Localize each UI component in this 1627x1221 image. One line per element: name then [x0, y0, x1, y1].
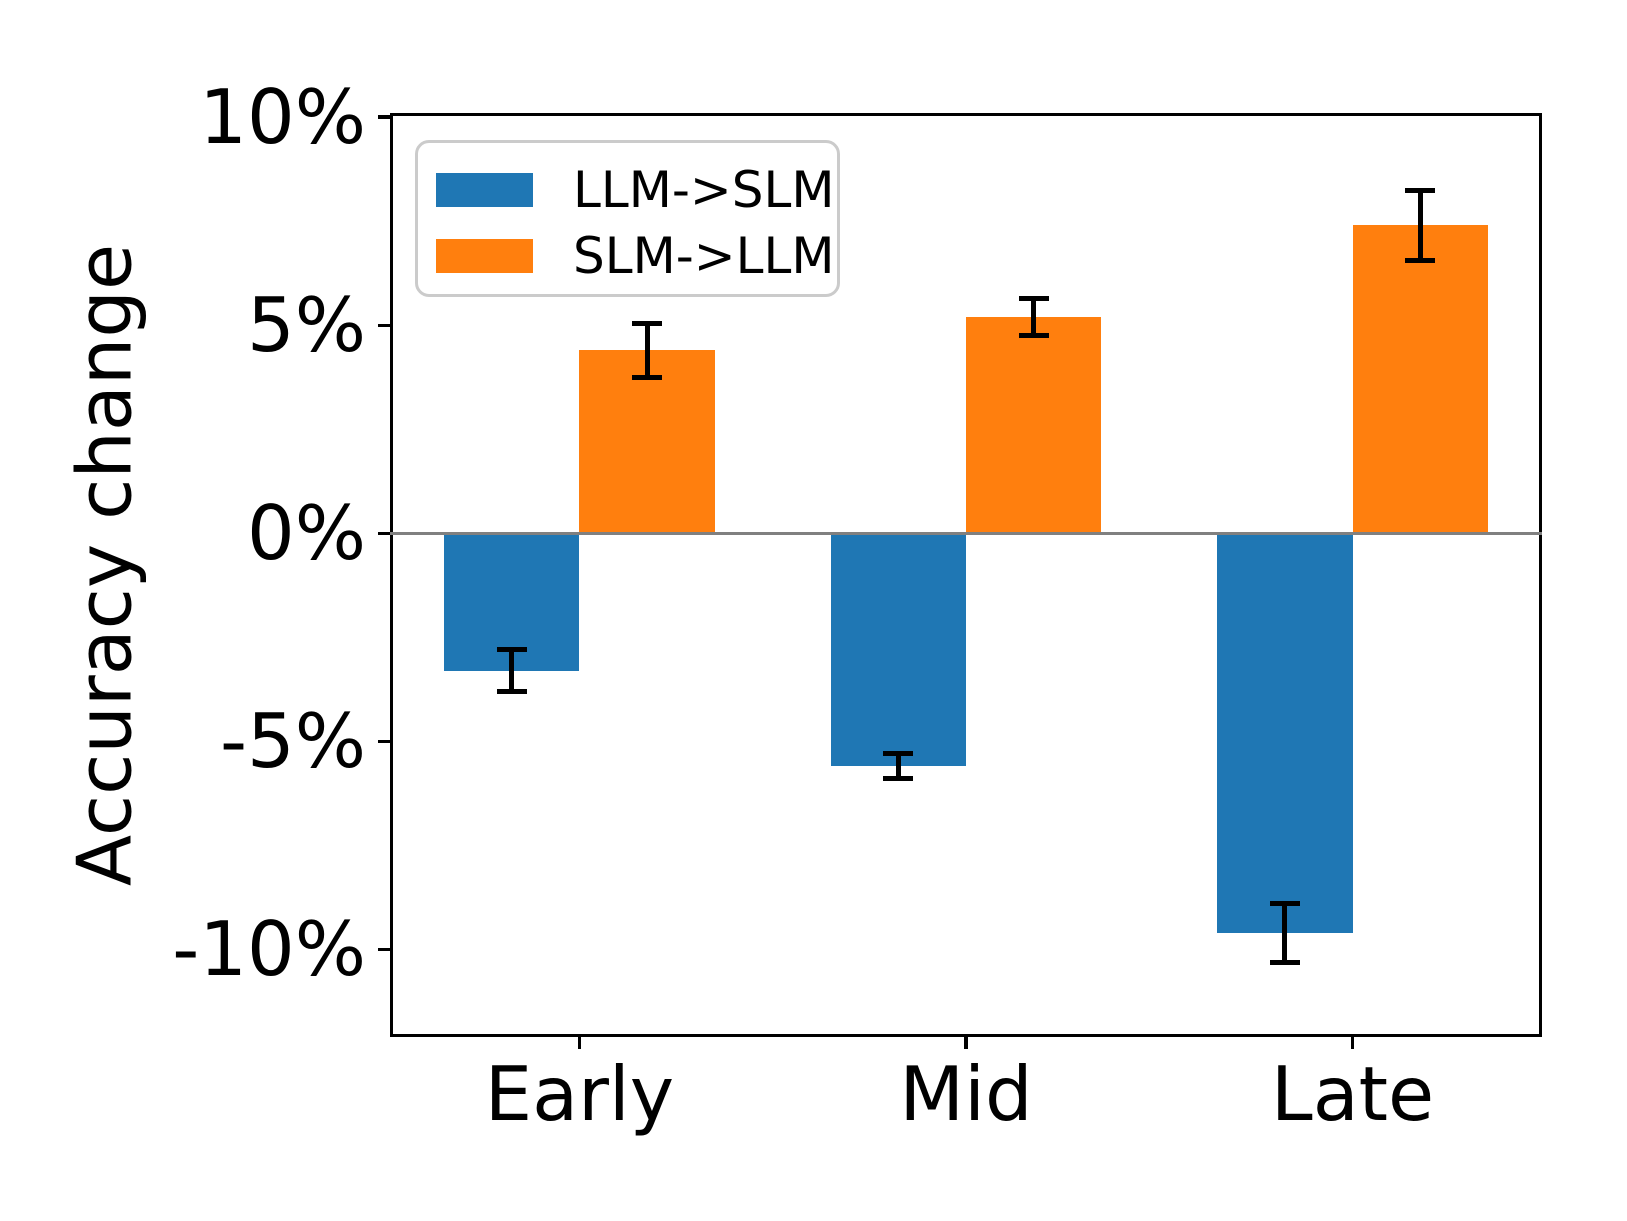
bar-slm-llm-late: [1352, 225, 1488, 534]
y-tick-label-0%: 0%: [247, 488, 366, 577]
error-bar-slm-llm-early-cap-bottom: [632, 374, 663, 380]
error-bar-slm-llm-late-cap-bottom: [1405, 258, 1436, 264]
y-tick-0%: [378, 531, 390, 536]
error-bar-llm-slm-early-line: [509, 649, 515, 692]
x-tick-mid: [964, 1037, 968, 1049]
error-bar-llm-slm-early-cap-top: [496, 647, 527, 653]
error-bar-slm-llm-early-cap-top: [632, 320, 663, 326]
error-bar-slm-llm-mid-cap-bottom: [1018, 333, 1049, 339]
y-tick-label-5%: 5%: [247, 280, 366, 369]
y-tick--5%: [378, 739, 390, 744]
x-tick-label-early: Early: [484, 1050, 675, 1138]
legend-item-slm-llm: SLM->LLM: [436, 223, 837, 289]
x-tick-early: [577, 1037, 582, 1049]
y-tick-label--5%: -5%: [219, 696, 366, 785]
bar-llm-slm-late: [1217, 533, 1353, 933]
legend-swatch-llm-slm: [436, 173, 533, 207]
error-bar-llm-slm-early-cap-bottom: [496, 689, 527, 695]
y-tick-5%: [378, 323, 390, 328]
legend-item-llm-slm: LLM->SLM: [436, 157, 837, 223]
zero-line: [390, 531, 1542, 536]
bar-slm-llm-mid: [966, 316, 1102, 534]
y-tick--10%: [378, 947, 390, 952]
error-bar-llm-slm-late-cap-bottom: [1269, 959, 1300, 965]
y-tick-label-10%: 10%: [199, 72, 366, 161]
error-bar-llm-slm-late-line: [1282, 903, 1288, 963]
error-bar-slm-llm-early-line: [644, 323, 650, 378]
error-bar-slm-llm-mid-cap-top: [1018, 295, 1049, 301]
error-bar-slm-llm-late-cap-top: [1405, 187, 1436, 193]
plot-area: [390, 113, 1542, 1037]
legend-swatch-slm-llm: [436, 239, 533, 273]
legend-label-slm-llm: SLM->LLM: [573, 227, 835, 285]
error-bar-llm-slm-mid-line: [895, 753, 901, 779]
y-tick-label--10%: -10%: [172, 905, 366, 994]
error-bar-slm-llm-mid-line: [1031, 298, 1037, 336]
error-bar-llm-slm-late-cap-top: [1269, 901, 1300, 907]
x-tick-late: [1350, 1037, 1355, 1049]
error-bar-slm-llm-late-line: [1417, 190, 1423, 261]
legend: LLM->SLM SLM->LLM: [415, 140, 840, 297]
error-bar-llm-slm-mid-cap-top: [883, 751, 914, 757]
x-tick-label-late: Late: [1270, 1050, 1435, 1138]
bar-llm-slm-mid: [830, 533, 966, 767]
y-tick-10%: [378, 115, 390, 119]
error-bar-llm-slm-mid-cap-bottom: [883, 776, 914, 782]
legend-label-llm-slm: LLM->SLM: [573, 161, 835, 219]
bar-slm-llm-early: [579, 350, 715, 534]
x-tick-label-mid: Mid: [899, 1050, 1033, 1138]
